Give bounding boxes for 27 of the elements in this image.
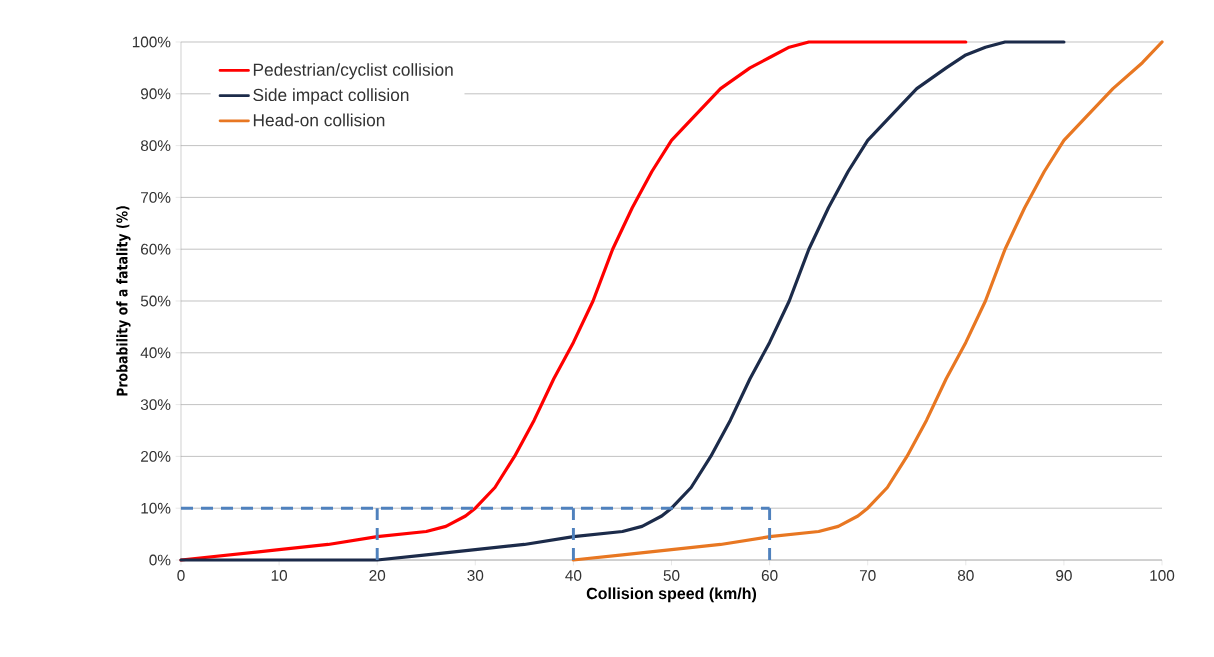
y-tick-label: 50%: [140, 295, 171, 307]
x-axis-title: Collision speed (km/h): [586, 587, 757, 603]
y-tick-label: 30%: [140, 399, 171, 411]
x-tick-label: 10: [271, 570, 288, 581]
x-tick-label: 100: [1150, 570, 1175, 581]
y-axis-title: Probability of a fatality (%): [116, 206, 131, 396]
x-tick-label: 60: [761, 570, 778, 581]
y-tick-label: 70%: [141, 191, 171, 203]
x-tick-label: 50: [663, 570, 680, 581]
y-tick-label: 10%: [141, 502, 171, 514]
x-tick-label: 90: [1056, 570, 1072, 581]
legend-label: Side impact collision: [253, 88, 409, 105]
y-tick-label: 60%: [141, 243, 171, 255]
x-tick-label: 70: [859, 570, 876, 581]
y-tick-label: 90%: [140, 88, 171, 100]
x-tick-label: 20: [369, 570, 386, 581]
y-tick-label: 20%: [141, 450, 171, 462]
y-tick-label: 40%: [140, 347, 171, 359]
legend-label: Head-on collision: [253, 113, 385, 127]
y-tick-label: 80%: [140, 140, 171, 152]
y-tick-label: 0%: [149, 554, 171, 566]
x-tick-label: 40: [565, 570, 582, 581]
x-tick-label: 80: [957, 570, 974, 581]
legend-label: Pedestrian/cyclist collision: [253, 63, 453, 80]
x-tick-label: 30: [467, 570, 484, 581]
x-tick-label: 0: [177, 570, 185, 581]
y-tick-label: 100%: [132, 36, 171, 48]
